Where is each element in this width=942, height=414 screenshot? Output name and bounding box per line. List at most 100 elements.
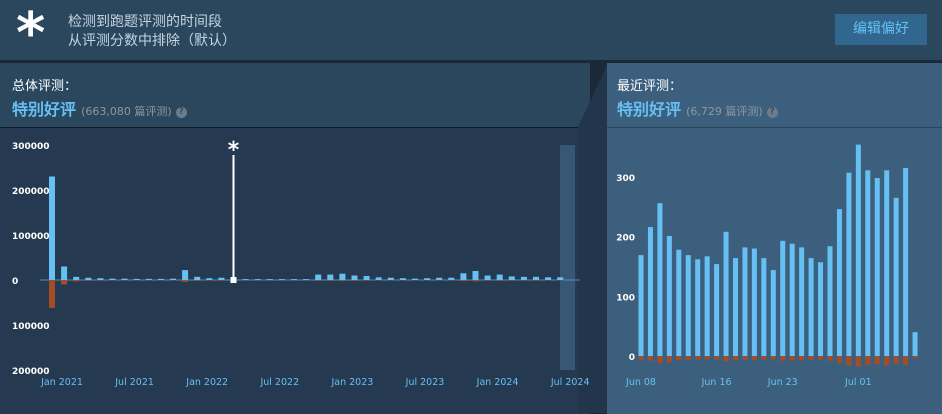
bar [497,275,503,280]
bar [686,255,691,356]
bar [790,244,795,356]
excluded-point [231,277,237,283]
bar [255,279,261,280]
bar [818,262,823,356]
y-tick-label: 100 [616,293,635,303]
bar [695,356,700,360]
x-tick-label: Jul 01 [844,377,872,388]
overall-header: 总体评测： 特别好评 (663,080 篇评测)? [0,63,590,127]
bar [742,247,747,356]
bar [97,280,103,281]
bar [761,356,766,360]
bar [557,277,563,280]
bar [648,356,653,361]
bar [771,356,776,359]
bar [485,280,491,281]
bar [780,356,785,361]
x-tick-label: Jul 2022 [259,377,299,388]
bar [73,277,79,280]
bar [315,275,321,280]
rating-row: 特别好评 (6,729 篇评测)? [617,96,778,120]
bar [742,356,747,360]
bar [315,280,321,281]
bar [182,270,188,280]
bar [639,356,644,360]
bar [218,278,224,280]
bar [913,356,918,358]
bar [667,356,672,362]
rating-row: 特别好评 (663,080 篇评测)? [12,96,187,120]
bar [676,250,681,356]
bar [875,356,880,364]
bar [799,247,804,356]
bar [134,279,140,280]
y-tick-label: 100000 [12,232,50,242]
bar [97,278,103,280]
bar [894,356,899,364]
bar [303,279,309,280]
help-icon[interactable]: ? [767,107,778,118]
bar [771,270,776,356]
bar [856,145,861,356]
bar [85,278,91,280]
bar [61,267,67,281]
bar [339,274,345,280]
bar [279,279,285,280]
bar [818,356,823,360]
bar [49,280,55,308]
bar [856,356,861,367]
x-tick-label: Jan 2023 [330,377,373,388]
bar [761,258,766,356]
bar [243,279,249,280]
bar [327,280,333,281]
bar [364,276,370,280]
bar [828,246,833,356]
bar [913,332,918,356]
bar [724,232,729,356]
y-tick-label: 200000 [12,367,50,377]
help-icon[interactable]: ? [176,107,187,118]
banner: * 检测到跑题评测的时间段 从评测分数中排除（默认） 编辑偏好 [0,0,942,60]
bar [865,170,870,356]
edit-button[interactable]: 编辑偏好 [835,14,927,45]
bar [267,279,273,280]
bar [733,356,738,360]
bar [686,356,691,360]
bar [837,209,842,356]
bar [724,356,729,361]
rating: 特别好评 [617,100,681,119]
y-tick-label: 0 [12,277,18,287]
bar [884,356,889,366]
bar [903,356,908,365]
x-tick-label: Jul 2023 [405,377,445,388]
bar [894,198,899,356]
bar [376,277,382,280]
bar [218,280,224,281]
bar [714,264,719,356]
bar [206,278,212,280]
bar [473,280,479,281]
excluded-label: * [228,138,240,163]
y-tick-label: 100000 [12,322,50,332]
bar [657,203,662,356]
bar [352,280,358,281]
bar [790,356,795,360]
bar [846,173,851,356]
bar [639,255,644,356]
bar [509,276,515,280]
bar [752,249,757,357]
x-tick-label: Jun 08 [625,377,656,388]
bar [194,277,200,280]
y-tick-label: 300000 [12,142,50,152]
x-tick-label: Jul 2024 [550,377,590,388]
bar [533,280,539,281]
bar [291,279,297,280]
bar [73,280,79,281]
bar [799,356,804,360]
rating: 特别好评 [12,100,76,119]
bar [509,280,515,281]
recent-header: 最近评测： 特别好评 (6,729 篇评测)? [607,63,942,127]
x-tick-label: Jun 23 [767,377,798,388]
y-tick-label: 200 [616,234,635,244]
